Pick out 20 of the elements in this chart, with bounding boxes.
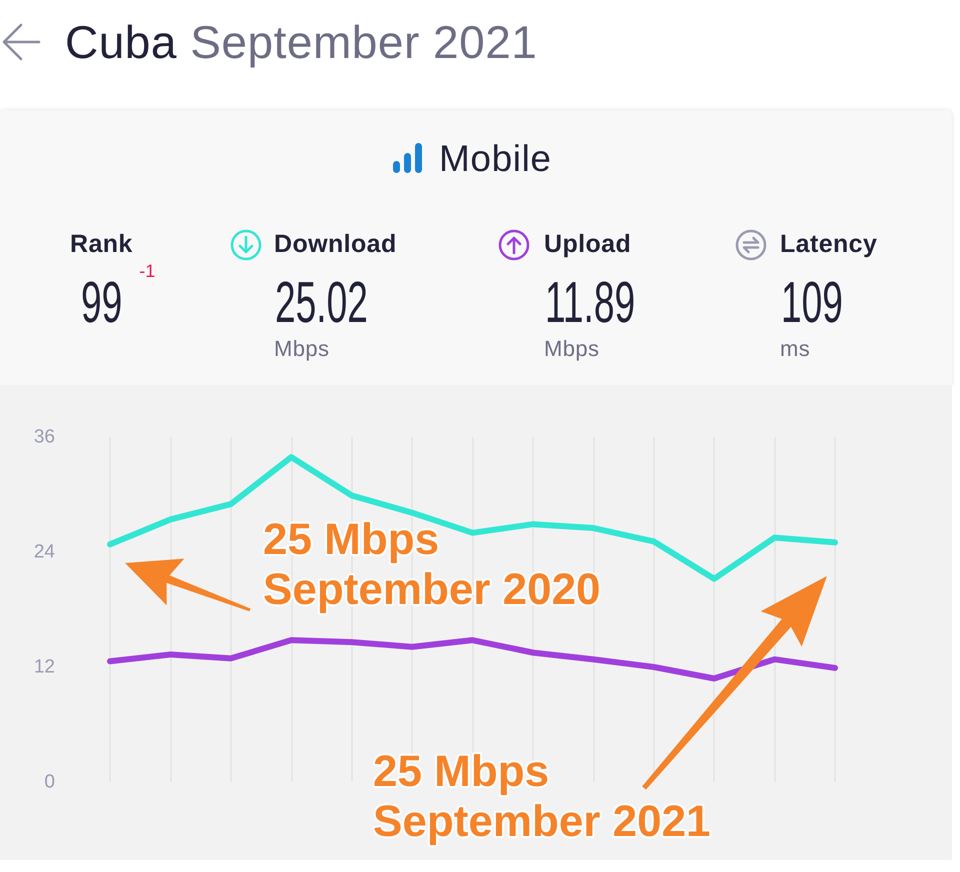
data-label: 99: [81, 270, 122, 335]
text: Mbps: [274, 336, 330, 361]
text: -1: [139, 261, 156, 281]
y-tick-label: 12: [34, 656, 55, 678]
category-label: Upload: [544, 230, 632, 258]
category-label: Latency: [780, 230, 878, 258]
text: Mobile: [439, 138, 552, 179]
text: ms: [780, 336, 810, 361]
text: Mbps: [544, 336, 600, 361]
annotation: 25 Mbps September 2021: [373, 747, 712, 847]
data-label: 109: [781, 270, 843, 335]
y-tick-label: 24: [34, 542, 56, 562]
y-tick-label: 0: [44, 772, 55, 792]
annotation: 25 Mbps September 2020: [263, 515, 602, 615]
data-label: 25.02: [275, 270, 368, 335]
data-label: 11.89: [545, 270, 636, 335]
y-tick-label: 36: [34, 426, 55, 448]
text: Cuba September 2021: [65, 16, 538, 68]
category-label: Rank: [70, 230, 133, 258]
category-label: Download: [274, 230, 397, 258]
